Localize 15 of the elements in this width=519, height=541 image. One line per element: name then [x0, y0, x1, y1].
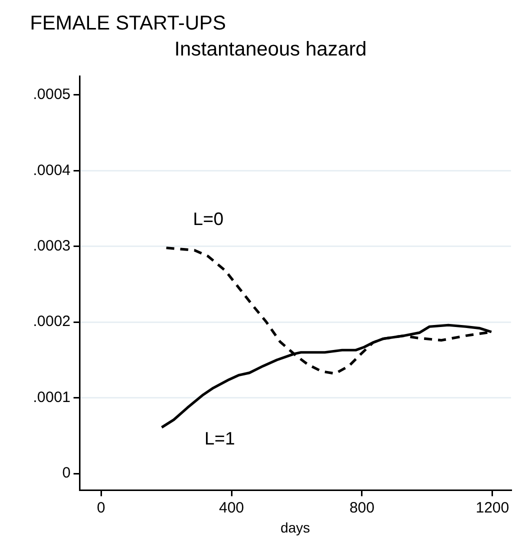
- chart-subtitle: Instantaneous hazard: [174, 38, 367, 61]
- x-tick-label: 400: [218, 499, 244, 516]
- series-label: L=0: [193, 208, 224, 229]
- chart-title: FEMALE START-UPS: [30, 12, 226, 35]
- series-label: L=1: [204, 428, 235, 448]
- y-tick-label: .0001: [32, 388, 71, 406]
- x-tick-label: 0: [96, 499, 106, 516]
- x-axis-title: days: [280, 519, 310, 536]
- x-tick-label: 800: [349, 499, 374, 516]
- y-tick-label: 0: [62, 464, 71, 482]
- y-tick-label: .0005: [32, 86, 71, 104]
- y-tick-label: .0004: [32, 162, 71, 179]
- y-tick-label: .0002: [32, 313, 71, 330]
- x-tick-label: 1200: [476, 499, 510, 516]
- y-tick-label: .0003: [32, 238, 71, 255]
